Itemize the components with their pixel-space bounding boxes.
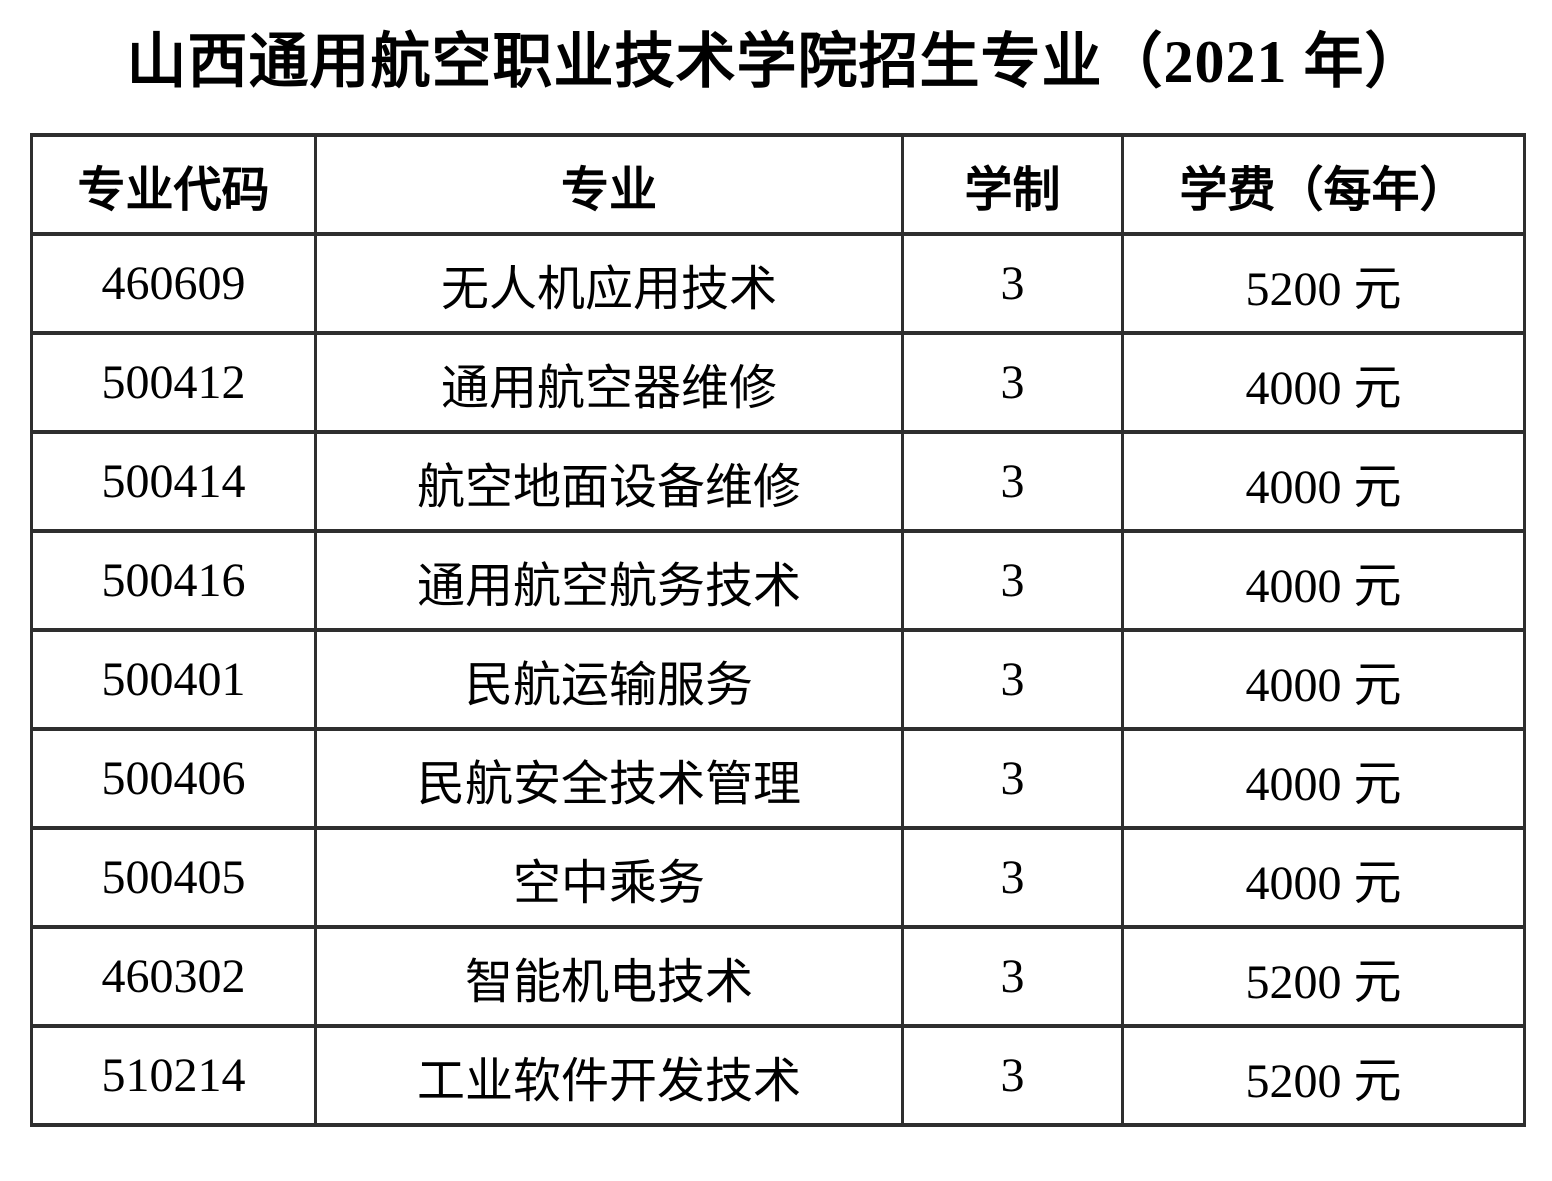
- major-code-cell: 500416: [30, 529, 317, 632]
- major-name-cell: 通用航空航务技术: [314, 529, 904, 632]
- major-code-cell: 500412: [30, 331, 317, 434]
- major-name-cell: 空中乘务: [314, 826, 904, 929]
- tuition-cell: 4000 元: [1121, 529, 1526, 632]
- duration-cell: 3: [901, 628, 1124, 731]
- major-code-cell: 500401: [30, 628, 317, 731]
- table-row: 500412 通用航空器维修 3 4000 元: [30, 331, 1526, 434]
- duration-cell: 3: [901, 925, 1124, 1028]
- major-name-cell: 民航运输服务: [314, 628, 904, 731]
- tuition-cell: 4000 元: [1121, 331, 1526, 434]
- table-header-row: 专业代码 专业 学制 学费（每年）: [30, 133, 1526, 236]
- tuition-cell: 5200 元: [1121, 232, 1526, 335]
- table-row: 500414 航空地面设备维修 3 4000 元: [30, 430, 1526, 533]
- tuition-cell: 4000 元: [1121, 430, 1526, 533]
- tuition-cell: 5200 元: [1121, 1024, 1526, 1127]
- tuition-cell: 4000 元: [1121, 826, 1526, 929]
- duration-cell: 3: [901, 529, 1124, 632]
- major-code-cell: 460609: [30, 232, 317, 335]
- table-row: 460302 智能机电技术 3 5200 元: [30, 925, 1526, 1028]
- major-code-cell: 510214: [30, 1024, 317, 1127]
- duration-cell: 3: [901, 826, 1124, 929]
- table-row: 500406 民航安全技术管理 3 4000 元: [30, 727, 1526, 830]
- major-name-cell: 智能机电技术: [314, 925, 904, 1028]
- major-name-cell: 民航安全技术管理: [314, 727, 904, 830]
- duration-cell: 3: [901, 430, 1124, 533]
- major-code-cell: 500405: [30, 826, 317, 929]
- tuition-cell: 4000 元: [1121, 727, 1526, 830]
- duration-cell: 3: [901, 232, 1124, 335]
- header-tuition: 学费（每年）: [1121, 133, 1526, 236]
- table-row: 460609 无人机应用技术 3 5200 元: [30, 232, 1526, 335]
- page-title: 山西通用航空职业技术学院招生专业（2021 年）: [126, 29, 1426, 95]
- major-name-cell: 无人机应用技术: [314, 232, 904, 335]
- duration-cell: 3: [901, 727, 1124, 830]
- duration-cell: 3: [901, 331, 1124, 434]
- major-name-cell: 通用航空器维修: [314, 331, 904, 434]
- major-name-cell: 工业软件开发技术: [314, 1024, 904, 1127]
- header-duration: 学制: [901, 133, 1124, 236]
- majors-table: 专业代码 专业 学制 学费（每年） 460609 无人机应用技术 3 5200 元 50…: [30, 133, 1526, 1127]
- header-major-name: 专业: [314, 133, 904, 236]
- table-row: 510214 工业软件开发技术 3 5200 元: [30, 1024, 1526, 1127]
- major-code-cell: 500406: [30, 727, 317, 830]
- tuition-cell: 4000 元: [1121, 628, 1526, 731]
- header-major-code: 专业代码: [30, 133, 317, 236]
- table-row: 500401 民航运输服务 3 4000 元: [30, 628, 1526, 731]
- major-code-cell: 500414: [30, 430, 317, 533]
- duration-cell: 3: [901, 1024, 1124, 1127]
- table-row: 500405 空中乘务 3 4000 元: [30, 826, 1526, 929]
- tuition-cell: 5200 元: [1121, 925, 1526, 1028]
- table-body: 460609 无人机应用技术 3 5200 元 500412 通用航空器维修 3 4000 元…: [30, 232, 1526, 1127]
- table-row: 500416 通用航空航务技术 3 4000 元: [30, 529, 1526, 632]
- major-code-cell: 460302: [30, 925, 317, 1028]
- major-name-cell: 航空地面设备维修: [314, 430, 904, 533]
